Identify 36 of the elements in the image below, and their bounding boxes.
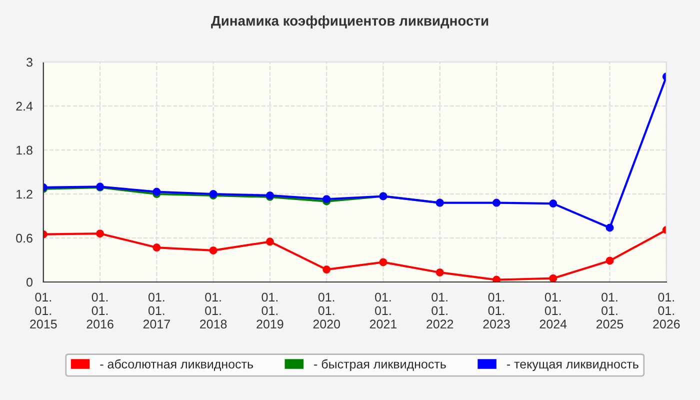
point bbox=[152, 188, 161, 196]
point bbox=[322, 266, 331, 274]
point bbox=[436, 268, 444, 276]
x-tick-label: 01. 01. 2020 bbox=[313, 292, 340, 329]
y-tick-label: 3 bbox=[26, 58, 32, 67]
x-tick-label: 01. 01. 2017 bbox=[143, 292, 170, 329]
x-tick-label: 01. 01. 2026 bbox=[653, 292, 680, 329]
chart-title: Динамика коэффициентов ликвидности bbox=[211, 16, 488, 28]
legend-label: - быстрая ликвидность bbox=[314, 359, 446, 372]
y-tick-label: 2.4 bbox=[16, 102, 33, 111]
legend-label: - абсолютная ликвидность bbox=[100, 359, 254, 371]
point bbox=[492, 276, 500, 282]
point bbox=[549, 200, 558, 208]
point bbox=[266, 238, 274, 246]
point bbox=[606, 224, 614, 232]
x-tick-label: 01. 01. 2023 bbox=[483, 292, 510, 329]
x-tick-label: 01. 01. 2024 bbox=[540, 292, 567, 329]
point bbox=[606, 256, 614, 265]
y-tick-label: 1.2 bbox=[16, 190, 32, 199]
x-tick-label: 01. 01. 2016 bbox=[86, 292, 114, 329]
x-tick-label: 01. 01. 2025 bbox=[596, 292, 624, 329]
x-tick-label: 01. 01. 2021 bbox=[370, 292, 397, 329]
point bbox=[549, 274, 558, 282]
point bbox=[96, 230, 104, 238]
y-tick-label: 0.6 bbox=[16, 234, 32, 243]
x-tick-label: 01. 01. 2019 bbox=[256, 292, 284, 329]
point bbox=[152, 244, 161, 252]
point bbox=[209, 246, 218, 254]
y-tick-label: 0 bbox=[26, 278, 32, 287]
legend-label: - текущая ликвидность bbox=[506, 362, 638, 372]
x-tick-label: 01. 01. 2022 bbox=[426, 292, 454, 329]
y-tick-label: 1.8 bbox=[16, 146, 32, 155]
point bbox=[379, 258, 388, 266]
x-tick-label: 01. 01. 2015 bbox=[30, 292, 57, 329]
point bbox=[492, 198, 500, 207]
x-tick-label: 01. 01. 2018 bbox=[200, 292, 227, 329]
